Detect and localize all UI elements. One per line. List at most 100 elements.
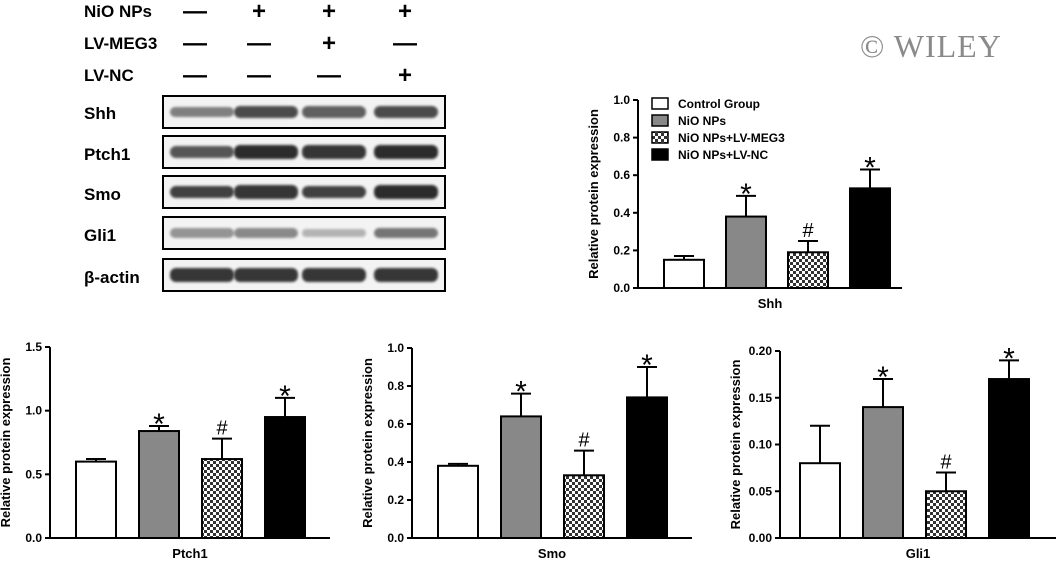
- blot-band: [302, 106, 366, 118]
- legend-label: NiO NPs+LV-MEG3: [678, 131, 785, 145]
- band-label-smo: Smo: [84, 185, 121, 204]
- sign: —: [183, 0, 207, 25]
- y-tick-label: 0.6: [387, 417, 404, 431]
- bar: [437, 464, 479, 539]
- bar: [988, 378, 1030, 539]
- significance-mark: *: [877, 361, 889, 394]
- sign: —: [183, 30, 207, 57]
- legend-swatch: [651, 131, 669, 144]
- y-tick-label: 0.0: [387, 531, 404, 545]
- y-tick-label: 1.0: [387, 341, 404, 355]
- significance-mark: #: [578, 430, 590, 452]
- x-axis-label: Shh: [758, 296, 783, 311]
- blot-band: [374, 268, 438, 282]
- blot-band: [302, 145, 366, 159]
- bar: [201, 458, 243, 539]
- bar: [787, 251, 829, 289]
- y-axis-label: Relative protein expression: [728, 360, 743, 530]
- chart-ptch1: 0.0 0.5 1.0 1.5 Relative protein expression *…: [0, 340, 330, 561]
- condition-label-nio: NiO NPs: [84, 2, 153, 21]
- blot-band: [302, 228, 366, 238]
- blot-band: [234, 268, 298, 282]
- legend-label: NiO NPs: [678, 114, 726, 128]
- significance-mark: #: [802, 220, 814, 242]
- y-tick-label: 0.10: [749, 438, 773, 452]
- y-tick-label: 0.0: [25, 531, 42, 545]
- y-tick-label: 1.5: [25, 340, 42, 354]
- band-label-ptch1: Ptch1: [84, 145, 131, 164]
- sign: —: [317, 62, 341, 89]
- bar: [563, 474, 605, 540]
- bar: [862, 406, 904, 539]
- sign: +: [251, 0, 266, 25]
- blot-band: [170, 268, 234, 282]
- sign: +: [321, 0, 336, 25]
- y-tick-label: 0.00: [749, 531, 773, 545]
- blot-band: [374, 185, 438, 199]
- blot-band: [170, 228, 234, 238]
- y-tick-label: 0.0: [613, 281, 630, 295]
- significance-mark: #: [940, 452, 952, 474]
- blot-band: [234, 185, 298, 199]
- chart-gli1: 0.00 0.05 0.10 0.15 0.20 Relative protein exp…: [728, 342, 1056, 561]
- x-axis-label: Gli1: [906, 546, 931, 561]
- significance-mark: *: [641, 349, 653, 382]
- x-axis-label: Ptch1: [172, 546, 207, 561]
- significance-mark: *: [1003, 342, 1015, 375]
- significance-mark: *: [740, 178, 752, 211]
- y-axis-label: Relative protein expression: [0, 358, 13, 528]
- chart-shh: 0.0 0.2 0.4 0.6 0.8 1.0 Relative protein expre…: [586, 93, 902, 311]
- significance-mark: *: [515, 376, 527, 409]
- blot-band: [374, 105, 438, 119]
- condition-label-lv-meg3: LV-MEG3: [84, 34, 158, 53]
- legend-swatch: [651, 114, 669, 127]
- bar: [663, 258, 705, 290]
- blot-band: [302, 185, 366, 199]
- legend-swatch: [651, 148, 669, 161]
- condition-label-lv-nc: LV-NC: [84, 66, 134, 85]
- significance-mark: #: [216, 418, 228, 440]
- sign: +: [397, 62, 412, 89]
- significance-mark: *: [864, 152, 876, 185]
- blot-band: [170, 146, 234, 158]
- blot-band: [302, 268, 366, 282]
- y-tick-label: 0.8: [613, 131, 630, 145]
- y-tick-label: 0.5: [25, 467, 42, 481]
- y-tick-label: 1.0: [613, 93, 630, 107]
- y-tick-label: 0.2: [387, 493, 404, 507]
- blot-strip-shh: [162, 95, 446, 129]
- blot-band: [170, 106, 234, 118]
- sign: —: [247, 30, 271, 57]
- y-axis-label: Relative protein expression: [586, 109, 601, 279]
- significance-mark: *: [153, 408, 165, 441]
- x-axis-label: Smo: [538, 546, 566, 561]
- bar: [138, 430, 180, 539]
- band-label-shh: Shh: [84, 104, 117, 123]
- sign: +: [397, 0, 412, 25]
- sign: —: [183, 62, 207, 89]
- y-tick-label: 0.05: [749, 484, 773, 498]
- legend-label: Control Group: [678, 97, 760, 111]
- sign: +: [321, 30, 336, 57]
- blot-band: [234, 105, 298, 119]
- bar: [849, 187, 891, 289]
- blot-strip-gli1: [162, 216, 446, 250]
- y-tick-label: 0.6: [613, 168, 630, 182]
- legend-swatch: [651, 97, 669, 110]
- y-tick-label: 0.4: [387, 455, 404, 469]
- band-label-beta-actin: β-actin: [84, 268, 140, 287]
- blot-band: [170, 185, 234, 199]
- bar: [725, 215, 767, 289]
- y-axis-label: Relative protein expression: [362, 358, 375, 528]
- bar: [500, 415, 542, 539]
- sign: —: [247, 62, 271, 89]
- blot-band: [234, 228, 298, 238]
- bar: [925, 490, 967, 539]
- legend-label: NiO NPs+LV-NC: [678, 148, 768, 162]
- y-tick-label: 1.0: [25, 404, 42, 418]
- bar: [799, 462, 841, 539]
- blot-band: [374, 145, 438, 159]
- significance-mark: *: [279, 380, 291, 413]
- bar: [264, 416, 306, 539]
- y-tick-label: 0.8: [387, 379, 404, 393]
